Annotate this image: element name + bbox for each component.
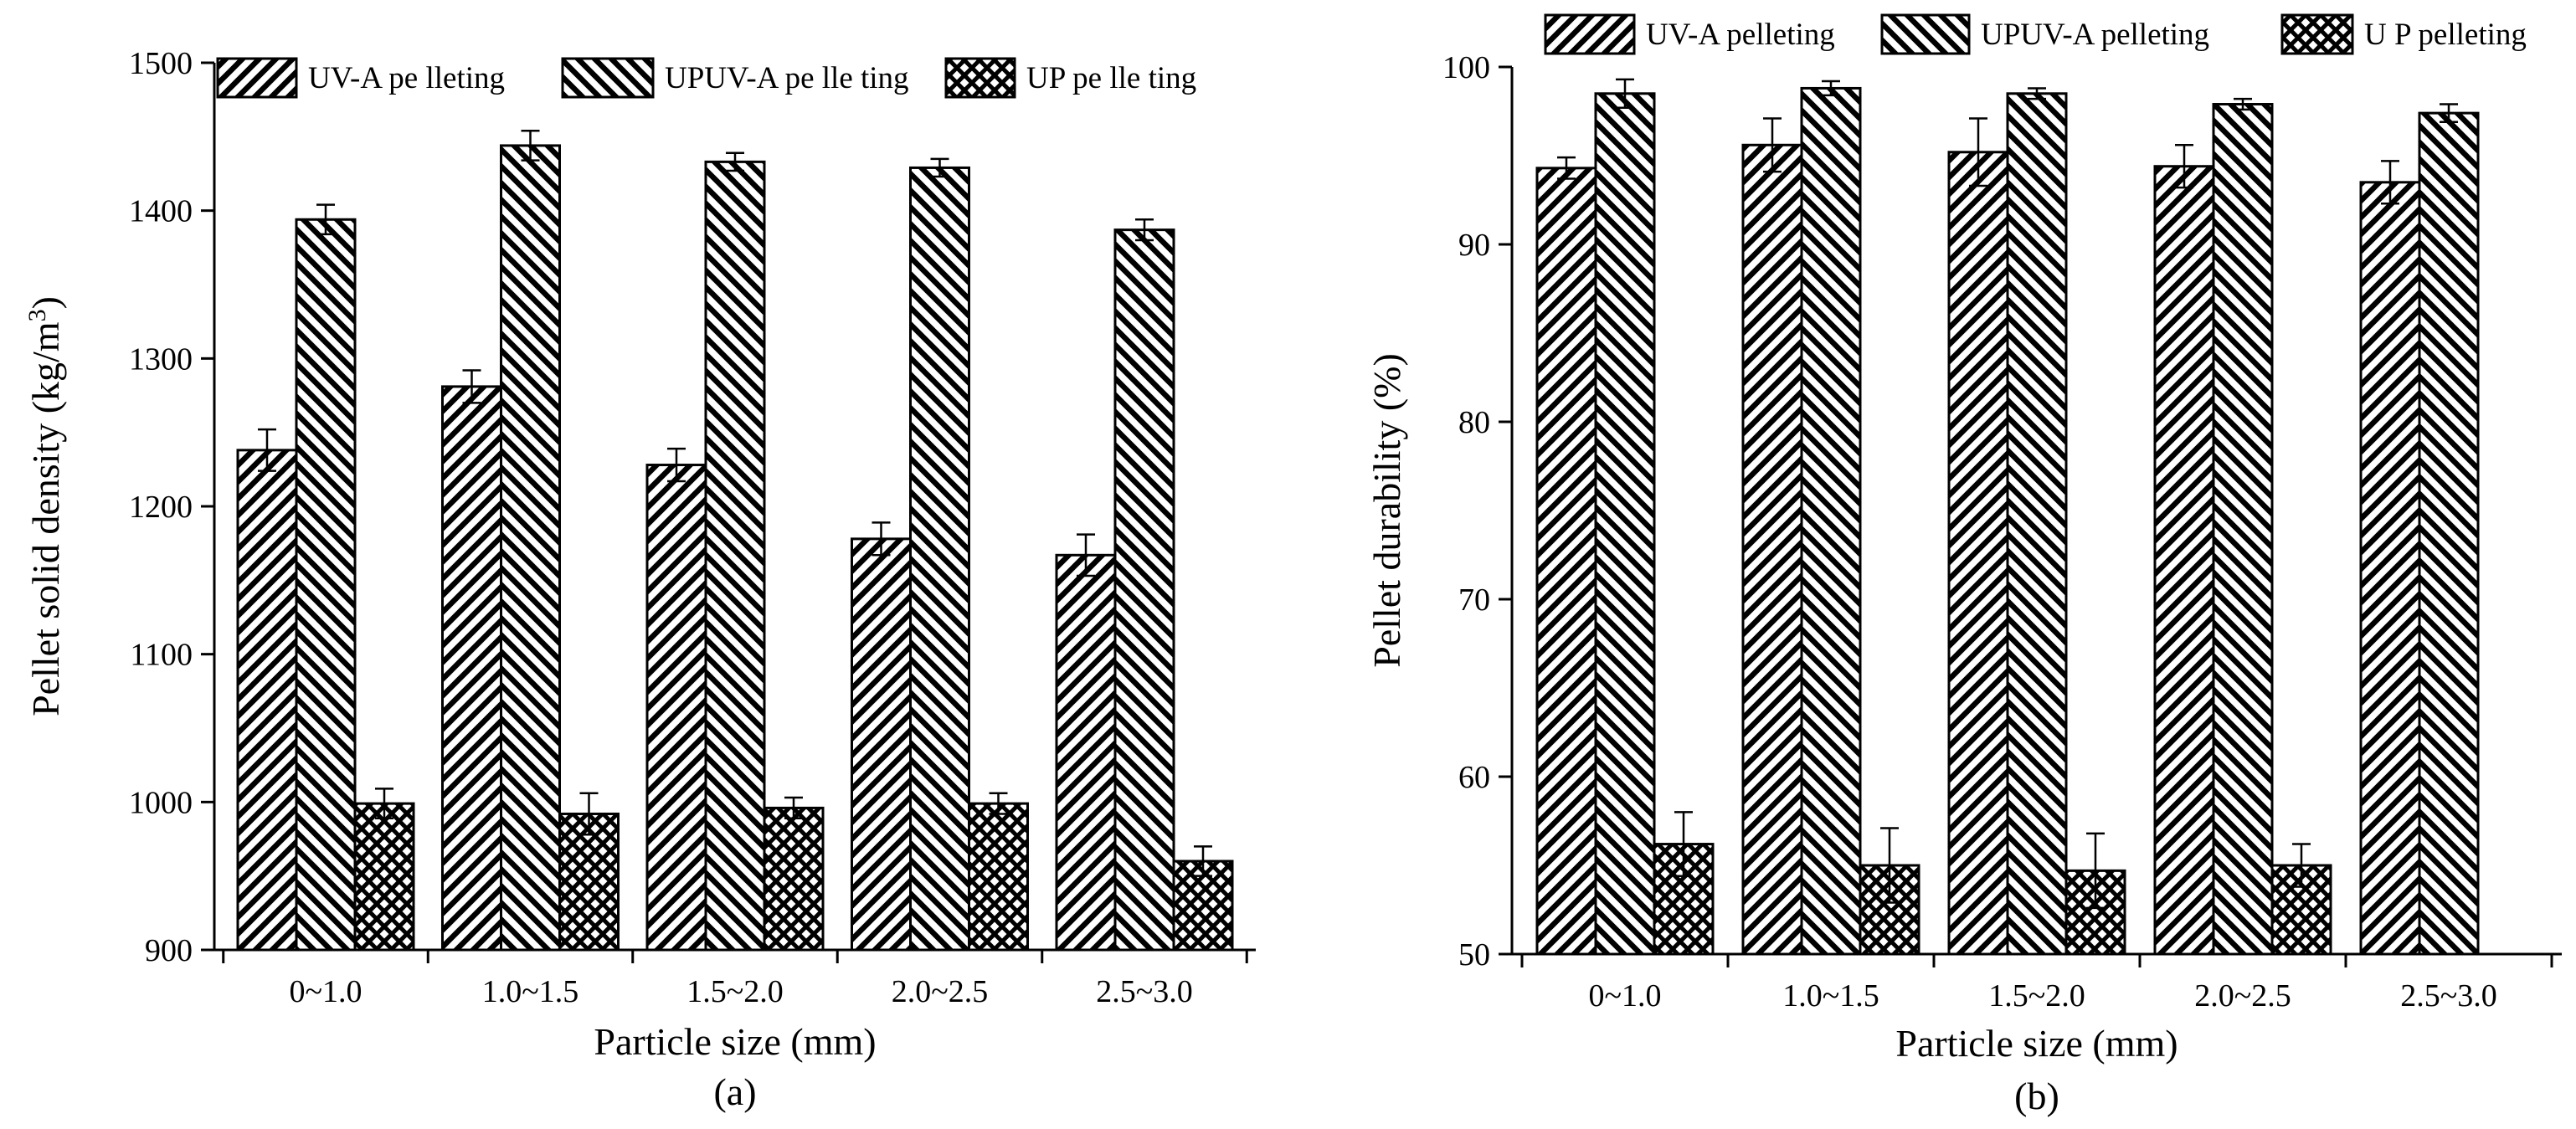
legend-swatch bbox=[1880, 13, 1971, 55]
x-axis-title: Particle size (mm) bbox=[1895, 1022, 2178, 1065]
bars-group bbox=[1535, 86, 2480, 956]
bar bbox=[558, 812, 620, 952]
axes-group: 0~1.0 1.0~1.5 1.5~2.0 2.0~2.5 2.5~3.0 50 60 70 8… bbox=[1442, 50, 2562, 1014]
bar bbox=[2418, 111, 2480, 956]
bar bbox=[500, 144, 561, 952]
legend-label: UPUV-A pelleting bbox=[1981, 18, 2209, 52]
x-tick-label: 1.0~1.5 bbox=[482, 974, 579, 1009]
chart-panel-a: 0~1.0 1.0~1.5 1.5~2.0 2.0~2.5 2.5~3.0 900 1000… bbox=[23, 46, 1256, 1113]
x-tick-label: 0~1.0 bbox=[289, 974, 362, 1009]
y-tick-label: 100 bbox=[1442, 50, 1490, 85]
legend-swatch bbox=[216, 57, 298, 99]
y-axis-title: Pellet durability (%) bbox=[1365, 353, 1408, 668]
y-tick-label: 90 bbox=[1458, 228, 1490, 263]
legend-label: UV-A pe lleting bbox=[308, 61, 505, 95]
bar bbox=[1947, 151, 2009, 956]
legend: UV-A pe lleting UPUV-A pe lle ting UP pe l… bbox=[216, 57, 1196, 99]
legend-label: U P pelleting bbox=[2364, 18, 2527, 52]
x-tick-label: 2.0~2.5 bbox=[2194, 978, 2291, 1014]
x-tick-label: 2.5~3.0 bbox=[2400, 978, 2497, 1014]
bar bbox=[2153, 165, 2215, 956]
y-tick-label: 70 bbox=[1458, 582, 1490, 618]
legend-label: UP pe lle ting bbox=[1026, 61, 1196, 95]
panel-label: (a) bbox=[713, 1070, 756, 1113]
bar bbox=[763, 806, 825, 952]
y-tick-label: 1300 bbox=[129, 341, 193, 377]
x-tick-label: 2.5~3.0 bbox=[1096, 974, 1193, 1009]
error-bars-group bbox=[258, 130, 1212, 877]
legend-label: UPUV-A pe lle ting bbox=[665, 61, 909, 95]
x-tick-label: 2.0~2.5 bbox=[892, 974, 989, 1009]
axes-group: 0~1.0 1.0~1.5 1.5~2.0 2.0~2.5 2.5~3.0 900 1000… bbox=[129, 46, 1256, 1009]
bar bbox=[295, 218, 357, 952]
y-tick-label: 1400 bbox=[129, 194, 193, 229]
bar bbox=[851, 537, 912, 952]
bar bbox=[645, 464, 707, 952]
bar bbox=[441, 385, 502, 952]
x-axis-title: Particle size (mm) bbox=[594, 1020, 876, 1063]
bar bbox=[1535, 167, 1597, 956]
y-tick-label: 1500 bbox=[129, 46, 193, 81]
x-tick-label: 1.0~1.5 bbox=[1782, 978, 1879, 1014]
y-tick-label: 50 bbox=[1458, 937, 1490, 972]
bar bbox=[1055, 553, 1117, 952]
x-tick-label: 0~1.0 bbox=[1588, 978, 1661, 1014]
legend-swatch bbox=[2280, 13, 2354, 55]
bar bbox=[2359, 181, 2421, 956]
y-tick-label: 60 bbox=[1458, 760, 1490, 795]
chart-panel-b: 0~1.0 1.0~1.5 1.5~2.0 2.0~2.5 2.5~3.0 50 60 70 8… bbox=[1365, 13, 2562, 1117]
legend-swatch bbox=[944, 57, 1016, 99]
error-bars-group bbox=[1557, 78, 2458, 910]
y-tick-label: 1000 bbox=[129, 785, 193, 820]
x-tick-label: 1.5~2.0 bbox=[686, 974, 784, 1009]
x-tick-label: 1.5~2.0 bbox=[1988, 978, 2085, 1014]
y-tick-label: 1100 bbox=[130, 638, 193, 673]
y-tick-label: 80 bbox=[1458, 405, 1490, 440]
bar bbox=[1113, 228, 1175, 952]
bars-group bbox=[236, 144, 1234, 952]
y-axis-title: Pellet solid density (kg/m3) bbox=[23, 296, 68, 716]
bar bbox=[1594, 92, 1656, 956]
bar bbox=[968, 802, 1029, 952]
bar bbox=[704, 160, 766, 952]
bar bbox=[1800, 86, 1862, 956]
bar bbox=[1741, 143, 1803, 956]
y-tick-label: 900 bbox=[145, 933, 193, 968]
legend-swatch bbox=[1544, 13, 1636, 55]
legend-swatch bbox=[561, 57, 655, 99]
bar bbox=[2212, 103, 2274, 956]
legend-label: UV-A pelleting bbox=[1646, 18, 1835, 52]
bar bbox=[909, 166, 970, 952]
panel-label: (b) bbox=[2014, 1075, 2059, 1117]
bar bbox=[353, 802, 415, 952]
legend: UV-A pelleting UPUV-A pelleting U P pellet… bbox=[1544, 13, 2527, 55]
y-tick-label: 1200 bbox=[129, 490, 193, 525]
bar bbox=[2006, 92, 2068, 956]
bar bbox=[236, 449, 298, 952]
